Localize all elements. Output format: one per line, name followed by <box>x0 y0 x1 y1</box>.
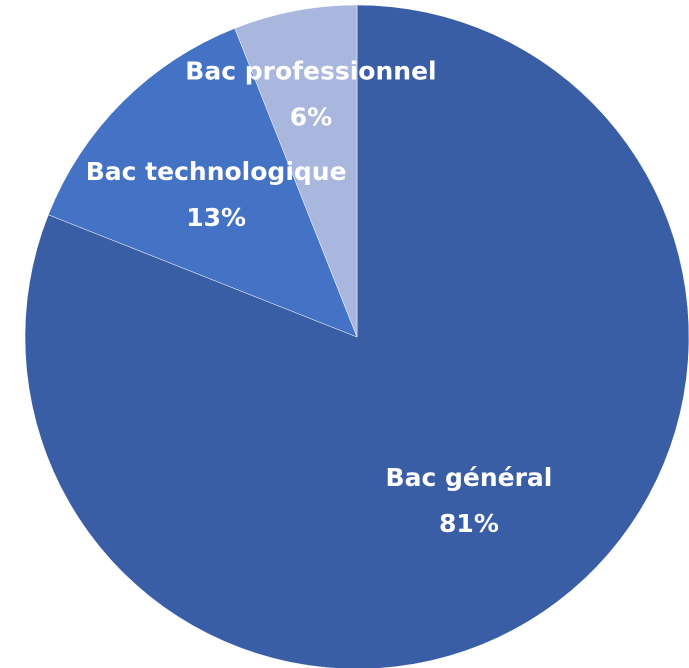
slice-value-label: 6% <box>290 103 332 132</box>
slice-label: Bac général <box>386 463 553 492</box>
pie-slice <box>24 4 689 668</box>
pie-slice <box>234 4 358 338</box>
slice-value-label: 13% <box>186 203 246 232</box>
pie-slice <box>47 27 358 338</box>
slice-label: Bac technologique <box>86 157 347 186</box>
slice-value-label: 81% <box>439 509 499 538</box>
slice-label: Bac professionnel <box>185 57 436 86</box>
